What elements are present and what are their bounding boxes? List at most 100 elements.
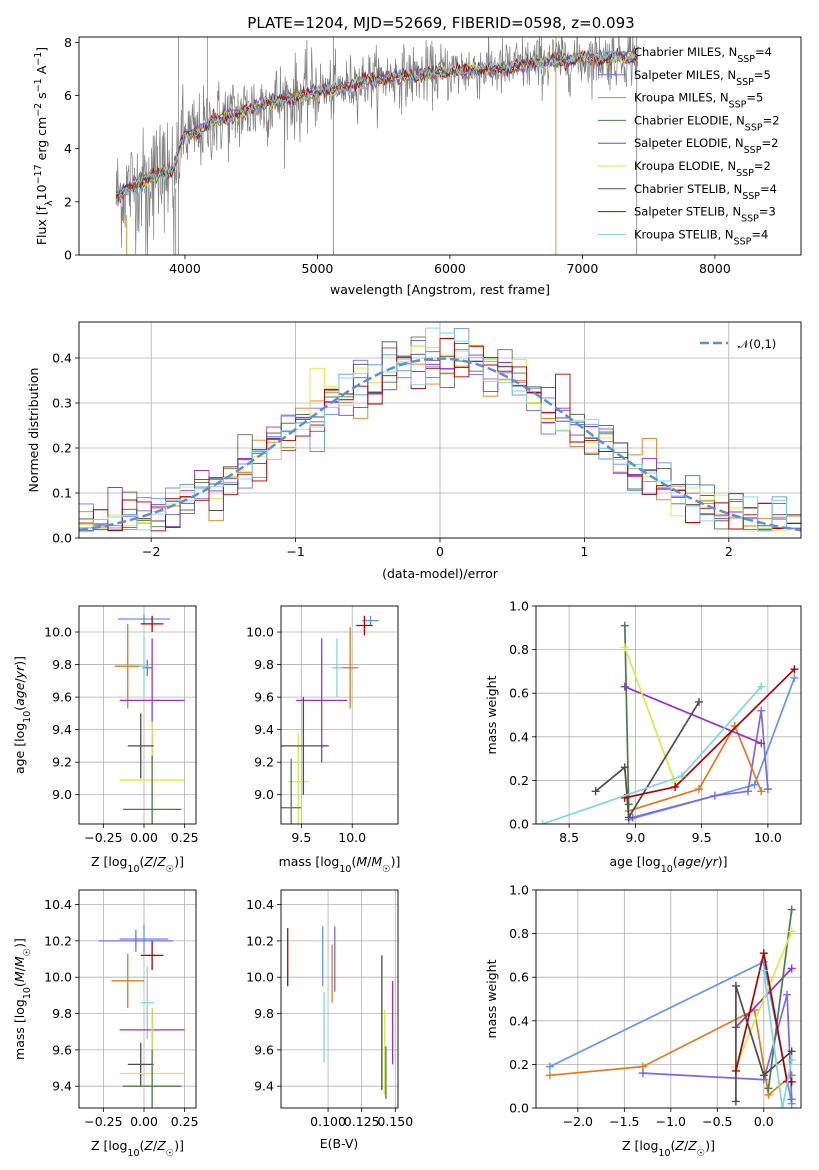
weight-marker [694, 785, 703, 794]
mass-vs-Z-ytick-label: 10.0 [44, 970, 72, 985]
weight-marker [757, 706, 766, 715]
mass-vs-EBV-xlabel: E(B-V) [320, 1136, 359, 1151]
normal-curve [79, 357, 801, 532]
weight-vs-age-xtick-label: 9.5 [692, 830, 712, 845]
weight-vs-age-ytick-label: 0.2 [509, 773, 529, 788]
legend-entry: Salpeter ELODIE, NSSP=2 [634, 136, 778, 156]
weight-vs-Z-ytick-label: 1.0 [509, 883, 529, 898]
observed-spectrum [115, 37, 639, 255]
weight-vs-Z-ytick-label: 0.0 [509, 1101, 529, 1116]
legend-entry: Salpeter MILES, NSSP=5 [634, 68, 771, 88]
age-vs-mass-ytick-label: 9.8 [254, 657, 274, 672]
weight-vs-age-ytick-label: 0.4 [509, 729, 529, 744]
age-vs-Z-frame [78, 605, 197, 825]
residuals-ylabel: Normed distribution [26, 368, 41, 493]
mass-vs-Z-xlabel: Z [log10(Z/Z☉)] [91, 1138, 184, 1159]
histogram-area [79, 327, 801, 532]
weight-line-chabrier-stelib [735, 985, 793, 1102]
mass-vs-EBV-ytick-label: 9.6 [254, 1042, 274, 1057]
residuals-xlabel: (data-model)/error [382, 566, 499, 581]
weight-marker [591, 787, 600, 796]
age-vs-mass-ytick-label: 10.0 [246, 625, 274, 640]
weight-vs-age-ytick-label: 0.0 [509, 817, 529, 832]
spectrum-frame [78, 36, 802, 256]
mass-vs-Z-frame [78, 889, 197, 1109]
age-vs-mass-axes [277, 606, 398, 828]
weight-marker [620, 643, 629, 652]
weight-marker [750, 780, 759, 789]
age-vs-mass-xtick-label: 9.5 [291, 830, 311, 845]
weight-marker [778, 1104, 787, 1108]
weight-line-chabrier-elodie [623, 625, 630, 805]
spectrum-axes [75, 41, 716, 259]
mass-vs-EBV-ytick-label: 9.8 [254, 1006, 274, 1021]
mass-vs-Z-ytick-label: 9.4 [52, 1079, 72, 1094]
legend-entry: Salpeter STELIB, NSSP=3 [634, 205, 776, 225]
mass-vs-EBV-axes [277, 890, 398, 1112]
mass-vs-Z-ytick-label: 10.4 [44, 897, 72, 912]
weight-marker [624, 813, 633, 822]
age-vs-mass-xlabel: mass [log10(M/M☉)] [279, 854, 401, 875]
weight-marker [764, 1084, 773, 1093]
weight-vs-Z-xtick-label: −0.5 [702, 1114, 732, 1129]
weight-vs-Z-frame [535, 889, 802, 1109]
legend-entry: Chabrier STELIB, NSSP=4 [634, 182, 777, 202]
weight-line-salpeter-miles [632, 710, 769, 819]
spectrum-xlabel: wavelength [Angstrom, rest frame] [330, 282, 550, 297]
weight-marker [744, 787, 752, 796]
age-vs-mass-xtick-label: 10.0 [338, 830, 366, 845]
weight-marker [759, 949, 768, 958]
residuals-axes [75, 322, 801, 542]
weight-vs-age-xlabel: age [log10(age/yr)] [609, 854, 727, 875]
legend-entry: Chabrier ELODIE, NSSP=2 [634, 113, 780, 132]
legend-entry: Chabrier MILES, NSSP=4 [634, 45, 772, 65]
spectrum-xtick-label: 6000 [434, 261, 466, 276]
mass-vs-EBV-xtick-label: 0.150 [377, 1114, 413, 1129]
spectrum-ytick-label: 6 [64, 88, 72, 103]
weight-vs-age-xtick-label: 9.0 [625, 830, 645, 845]
mass-vs-EBV-frame [280, 889, 399, 1109]
weight-marker [787, 1047, 796, 1056]
age-vs-mass-ytick-label: 9.4 [254, 722, 274, 737]
mass-vs-Z-plot-area [98, 924, 185, 1108]
age-vs-Z-ytick-label: 9.8 [52, 657, 72, 672]
spectrum-ytick-label: 2 [64, 194, 72, 209]
age-vs-mass-frame [280, 605, 399, 825]
spectrum-xtick-label: 7000 [567, 261, 599, 276]
spectrum-title: PLATE=1204, MJD=52669, FIBERID=0598, z=0… [247, 14, 634, 32]
weight-marker [759, 966, 768, 975]
weight-marker [787, 1095, 796, 1104]
legend-entry: Kroupa MILES, NSSP=5 [634, 91, 763, 111]
weight-marker [620, 621, 629, 630]
weight-line-salpeter-elodie [624, 685, 762, 745]
weight-marker [694, 697, 703, 706]
age-vs-Z-ytick-label: 10.0 [44, 625, 72, 640]
weight-marker [677, 772, 686, 781]
weight-vs-Z-ytick-label: 0.6 [509, 970, 529, 985]
weight-marker [787, 905, 796, 914]
weight-vs-Z-xtick-label: −1.5 [609, 1114, 639, 1129]
weight-marker [638, 1069, 647, 1078]
weight-vs-age-ytick-label: 0.6 [509, 686, 529, 701]
age-vs-Z-plot-area [114, 614, 185, 824]
weight-line-kroupa-elodie [624, 647, 676, 783]
residuals-ytick-label: 0.2 [52, 441, 72, 456]
mass-vs-Z-ylabel: mass [log10(M/M☉)] [12, 938, 33, 1060]
weight-vs-age-plot-area [538, 621, 799, 824]
weight-marker [759, 1071, 768, 1080]
age-vs-Z-xtick-label: −0.25 [84, 830, 122, 845]
mass-vs-EBV-ytick-label: 10.0 [246, 970, 274, 985]
weight-marker [620, 682, 629, 691]
weight-marker [757, 787, 766, 796]
age-vs-mass-ytick-label: 9.0 [254, 787, 274, 802]
weight-vs-Z-ytick-label: 0.4 [509, 1013, 529, 1028]
weight-marker [790, 673, 799, 682]
weight-marker [790, 665, 799, 674]
spectrum-ytick-label: 4 [64, 141, 72, 156]
age-vs-Z-xtick-label: 0.25 [171, 830, 199, 845]
weight-vs-age-ytick-label: 1.0 [509, 599, 529, 614]
mass-vs-EBV-xtick-label: 0.125 [344, 1114, 380, 1129]
residuals-xtick-label: 1 [580, 544, 588, 559]
weight-vs-age-ylabel: mass weight [484, 675, 499, 754]
